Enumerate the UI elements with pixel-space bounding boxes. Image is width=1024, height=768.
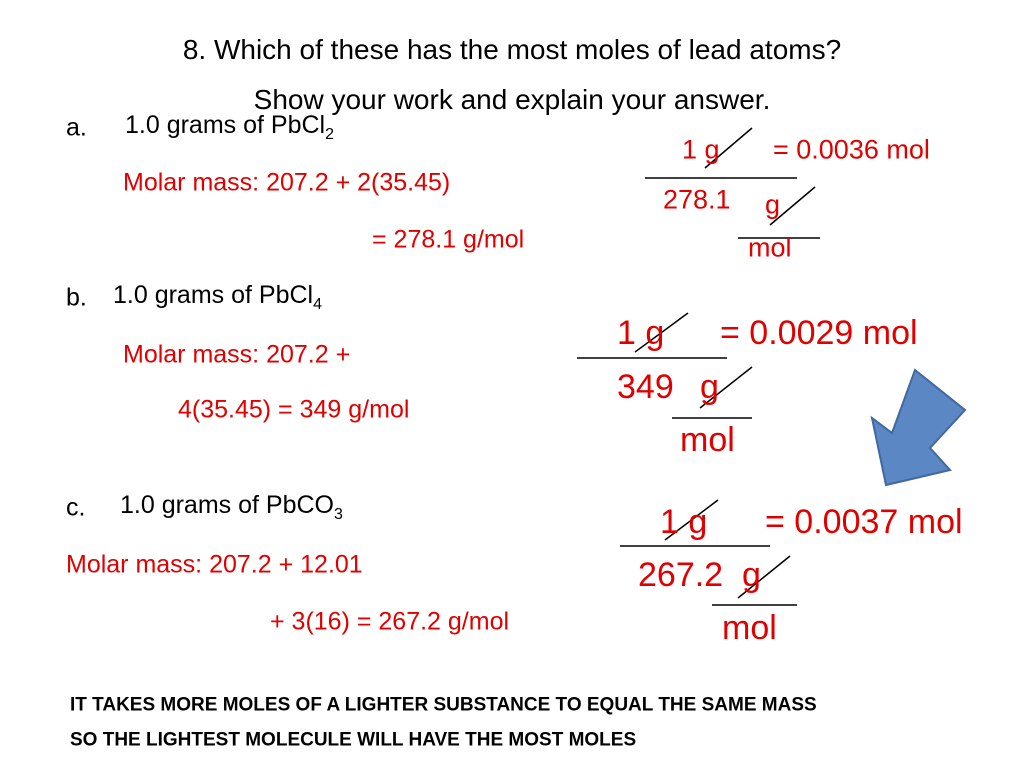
calc-result: = 0.0029 mol <box>720 314 918 352</box>
title: 8. Which of these has the most moles of … <box>182 34 842 65</box>
subscript: 3 <box>333 506 343 523</box>
calc-unit: mol <box>680 421 735 459</box>
item-text: 1.0 grams of PbCO3 <box>120 493 343 523</box>
calc-den-unit: g <box>700 368 719 406</box>
item-text: 1.0 grams of PbCl <box>113 281 314 309</box>
work: = 278.1 g/mol <box>372 225 525 254</box>
calc-result: = 0.0036 mol <box>773 134 930 165</box>
calc-den: 278.1 <box>663 184 731 215</box>
work: + 3(16) = 267.2 g/mol <box>270 607 510 636</box>
calc-den: 349 <box>617 368 674 406</box>
calc-num: 1 g <box>682 134 720 165</box>
arrow <box>870 368 967 487</box>
item-text: 1.0 grams of PbCO <box>120 491 334 519</box>
work: 4(35.45) = 349 g/mol <box>178 395 410 424</box>
fraction-lines <box>577 127 820 606</box>
calc-den-unit: g <box>765 189 781 220</box>
title: Show your work and explain your answer. <box>253 84 771 115</box>
calc-num: 1 g <box>617 314 665 352</box>
work: Molar mass: 207.2 + 2(35.45) <box>123 168 451 197</box>
subscript: 2 <box>325 126 334 143</box>
calc-unit: mol <box>748 232 792 263</box>
item-text: 1.0 grams of PbCl2 <box>125 113 334 143</box>
calc-unit: mol <box>722 609 777 647</box>
item-label: c. <box>66 493 86 522</box>
item-label: a. <box>66 113 87 142</box>
subscript: 4 <box>313 296 322 313</box>
item-text: 1.0 grams of PbCl4 <box>113 283 322 313</box>
calc-den: 267.2 <box>638 556 724 594</box>
conclusion: IT TAKES MORE MOLES OF A LIGHTER SUBSTAN… <box>70 694 817 716</box>
calc-num: 1 g <box>660 503 708 541</box>
item-text: 1.0 grams of PbCl <box>125 111 326 139</box>
work: Molar mass: 207.2 + 12.01 <box>66 550 363 579</box>
calc-den-unit: g <box>742 556 761 594</box>
work: Molar mass: 207.2 + <box>123 340 351 369</box>
conclusion: SO THE LIGHTEST MOLECULE WILL HAVE THE M… <box>70 729 637 751</box>
item-label: b. <box>66 283 87 312</box>
calc-result: = 0.0037 mol <box>765 503 963 541</box>
